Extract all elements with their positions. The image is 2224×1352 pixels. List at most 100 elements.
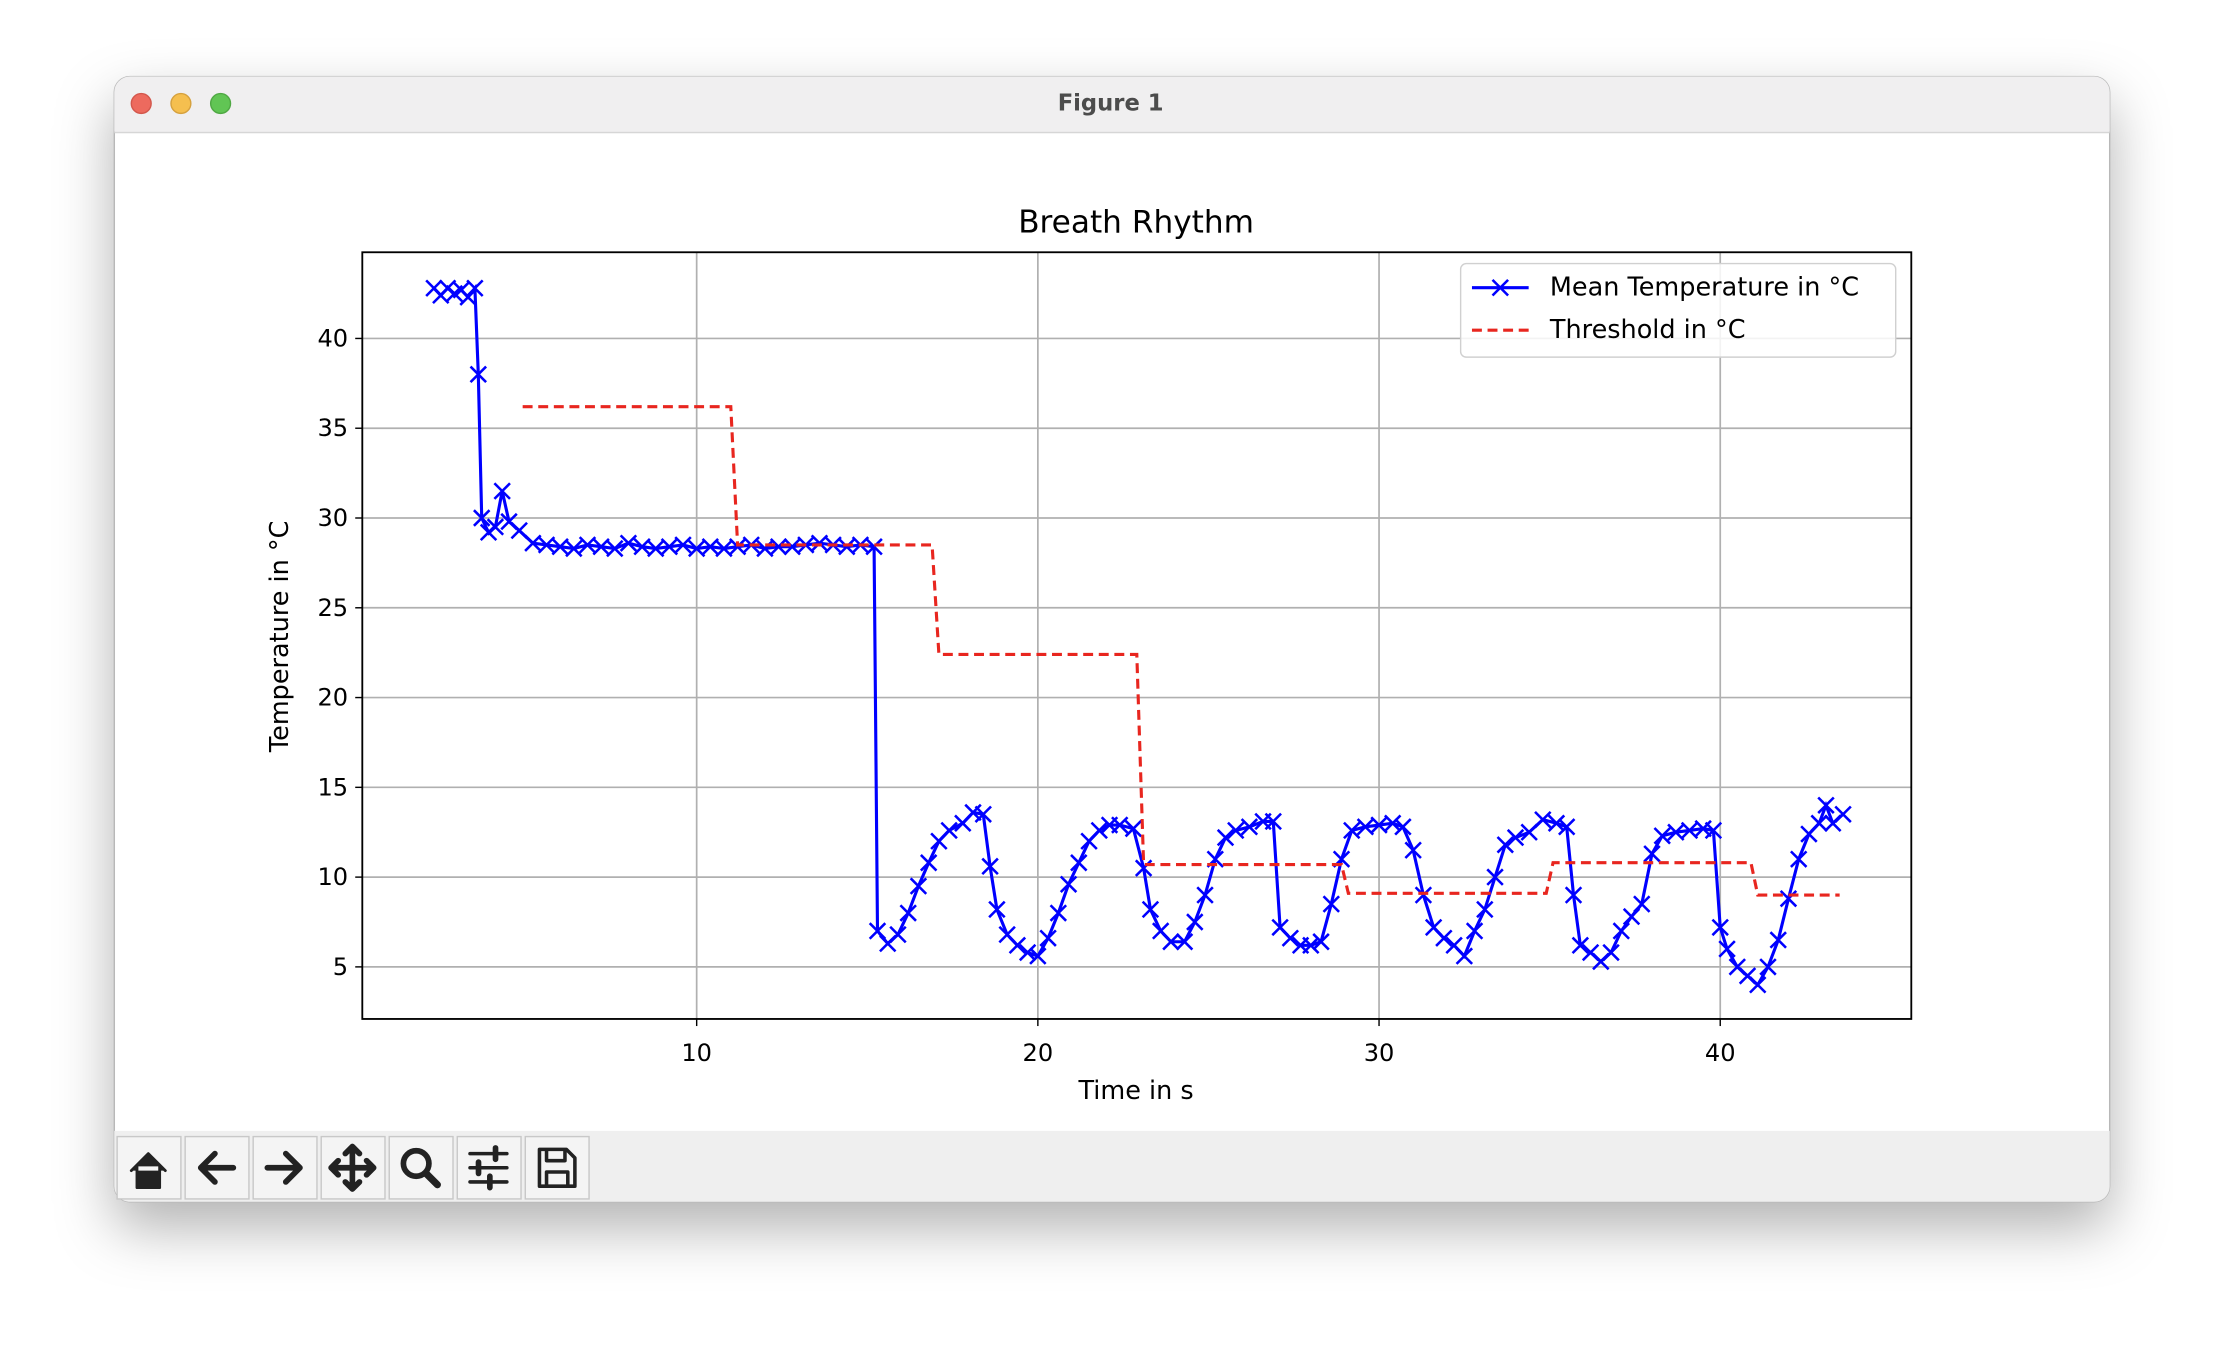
data-point [1264,812,1282,831]
data-point [919,854,938,872]
data-point [1216,828,1235,847]
data-point [1186,913,1204,931]
close-button[interactable] [130,92,152,115]
data-point [1643,845,1661,863]
data-point [466,279,484,297]
plot-frame [361,251,1913,1020]
data-point [1564,886,1583,904]
legend [1459,262,1897,358]
data-point [1622,907,1641,926]
data-point [1557,818,1576,836]
data-point [1790,850,1808,868]
x-axis-label: Time in s [1078,1076,1194,1106]
window-title: Figure 1 [1058,90,1164,116]
x-tick-label: 10 [681,1039,712,1067]
data-point [1414,886,1433,904]
data-point [1455,947,1474,965]
y-tick-label: 40 [317,324,348,352]
data-point [1534,810,1552,829]
plot-area: 10 20 30 40 5 10 15 20 25 30 35 40 Mean Temperature … [317,251,1913,1067]
data-point [565,539,583,558]
data-point [1312,933,1330,951]
x-tick-label: 30 [1364,1039,1395,1067]
y-tick-label: 10 [317,863,348,891]
data-point [1008,936,1027,955]
pan-button[interactable] [320,1135,386,1200]
y-tick-label: 5 [333,953,348,981]
y-axis-label: Temperature in °C [265,521,295,754]
data-point [868,922,887,940]
data-point [1612,922,1630,940]
data-point [459,288,477,306]
data-point [1175,933,1194,951]
data-point [1496,836,1514,854]
legend-marker [1491,278,1510,297]
data-point [1111,816,1129,834]
series-line [432,283,1845,988]
data-point [1633,895,1651,913]
title-bar [114,76,2110,132]
data-point [1834,805,1852,823]
data-point [1571,936,1590,955]
data-point [1322,895,1340,913]
data-point [1039,929,1057,947]
data-point [940,821,958,840]
data-point [1124,819,1143,838]
forward-button[interactable] [252,1135,318,1200]
chart-title: Breath Rhythm [1018,204,1254,240]
data-point [1018,943,1037,962]
data-point [1302,936,1320,955]
data-point [1029,947,1047,965]
data-point [1227,821,1245,840]
zoom-tool-button[interactable] [388,1135,454,1200]
data-point [619,534,638,552]
save-button[interactable] [524,1135,590,1200]
data-point [1465,922,1484,940]
y-tick-label: 25 [317,594,348,622]
data-point [1476,900,1494,919]
data-point [1343,821,1361,840]
data-point [1383,814,1402,832]
data-point [1520,823,1538,841]
data-point [981,857,999,876]
data-point [899,904,917,922]
data-point [1070,854,1088,872]
x-tick-label: 20 [1023,1039,1054,1067]
data-point [1090,821,1108,840]
back-button[interactable] [184,1135,250,1200]
data-point [1281,929,1300,947]
data-point [473,509,491,527]
configure-button[interactable] [456,1135,522,1200]
data-point [1759,958,1777,976]
home-button[interactable] [116,1135,182,1200]
data-point [1749,976,1767,994]
data-point [469,365,488,384]
data-point [1810,814,1828,832]
data-point [1394,818,1412,836]
data-point [988,900,1006,919]
data-point [974,805,992,823]
data-point [865,538,883,556]
data-point [1602,943,1620,962]
data-point [1486,868,1504,886]
data-point [606,539,624,558]
data-point [909,877,928,895]
data-point [1141,900,1160,919]
y-tick-label: 15 [317,773,348,801]
data-point [674,536,692,554]
y-tick-label: 30 [317,504,348,532]
toolbar [114,1130,2110,1202]
data-point [1049,904,1068,922]
zoom-button[interactable] [209,92,232,115]
data-point [1162,933,1180,951]
data-point [486,518,505,536]
legend-label: Threshold in °C [1549,315,1746,345]
data-point [1769,931,1787,949]
data-point [1059,875,1078,893]
data-point [1718,940,1736,958]
data-point [1134,859,1153,877]
minimize-button[interactable] [170,92,192,115]
data-point [769,538,788,556]
plot-background [362,252,1912,1019]
